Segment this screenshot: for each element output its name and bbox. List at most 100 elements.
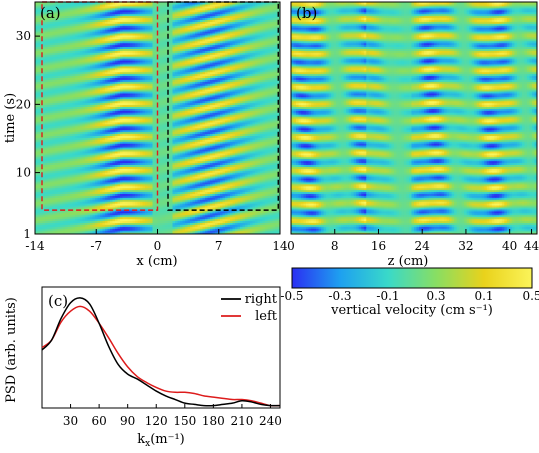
heatmap-a-cell — [110, 102, 114, 106]
heatmap-a-cell — [95, 181, 99, 185]
heatmap-a-cell — [70, 25, 74, 28]
heatmap-a-cell — [82, 203, 86, 206]
heatmap-a-cell — [65, 127, 69, 131]
heatmap-a-cell — [65, 199, 69, 202]
heatmap-a-cell — [62, 177, 66, 181]
heatmap-a-cell — [52, 156, 56, 160]
heatmap-a-cell — [110, 31, 114, 34]
heatmap-a-cell — [60, 77, 64, 80]
heatmap-a-cell — [70, 2, 74, 5]
heatmap-a-cell — [82, 13, 86, 17]
heatmap-a-cell — [100, 172, 104, 175]
heatmap-a-cell — [67, 150, 71, 154]
heatmap-a-cell — [77, 13, 81, 17]
heatmap-a-cell — [35, 85, 39, 88]
heatmap-a-cell — [92, 11, 96, 15]
heatmap-a-cell — [105, 121, 109, 125]
heatmap-a-cell — [85, 150, 89, 154]
heatmap-a-cell — [72, 133, 76, 136]
heatmap-a-cell — [47, 89, 51, 92]
heatmap-a-cell — [37, 19, 41, 22]
heatmap-a-cell — [85, 114, 89, 117]
heatmap-a-cell — [102, 2, 106, 5]
heatmap-a-cell — [37, 98, 41, 102]
heatmap-a-cell — [37, 89, 41, 92]
heatmap-a-cell — [85, 145, 89, 148]
heatmap-a-cell — [80, 168, 84, 171]
heatmap-a-cell — [100, 162, 104, 165]
heatmap-a-cell — [107, 34, 111, 38]
heatmap-a-cell — [112, 100, 116, 104]
heatmap-a-cell — [37, 139, 41, 142]
heatmap-a-cell — [82, 228, 86, 231]
heatmap-a-cell — [115, 112, 119, 115]
heatmap-a-cell — [102, 112, 106, 115]
heatmap-a-cell — [102, 218, 106, 222]
heatmap-a-cell — [50, 69, 54, 73]
heatmap-a-cell — [112, 172, 116, 175]
heatmap-a-cell — [85, 226, 89, 229]
heatmap-a-cell — [57, 220, 61, 223]
heatmap-a-cell — [42, 226, 46, 229]
heatmap-a-cell — [47, 75, 51, 78]
heatmap-a-cell — [55, 147, 59, 150]
heatmap-a-cell — [107, 106, 111, 109]
heatmap-a-cell — [50, 114, 54, 117]
heatmap-a-cell — [60, 220, 64, 223]
heatmap-a-cell — [115, 141, 119, 144]
heatmap-a-cell — [77, 230, 81, 233]
heatmap-a-cell — [85, 212, 89, 216]
heatmap-a-cell — [75, 63, 79, 67]
heatmap-a-cell — [65, 195, 69, 198]
heatmap-a-cell — [95, 3, 99, 7]
heatmap-a-cell — [90, 11, 94, 15]
heatmap-a-cell — [117, 112, 121, 115]
heatmap-a-cell — [65, 168, 69, 171]
heatmap-a-cell — [65, 121, 69, 125]
heatmap-a-cell — [42, 137, 46, 140]
heatmap-a-cell — [97, 32, 101, 36]
heatmap-a-cell — [80, 214, 84, 218]
heatmap-a-cell — [67, 125, 71, 129]
heatmap-a-cell — [70, 187, 74, 191]
heatmap-a-cell — [35, 199, 39, 202]
heatmap-a-cell — [102, 87, 106, 90]
heatmap-a-cell — [112, 75, 116, 78]
heatmap-a-cell — [75, 232, 79, 234]
heatmap-a-cell — [50, 212, 54, 216]
heatmap-a-cell — [42, 119, 46, 123]
heatmap-a-cell — [57, 164, 61, 167]
heatmap-a-cell — [37, 85, 41, 88]
heatmap-a-cell — [40, 185, 44, 189]
heatmap-a-cell — [47, 181, 51, 185]
heatmap-a-cell — [65, 25, 69, 28]
heatmap-a-cell — [112, 177, 116, 181]
heatmap-a-cell — [87, 181, 91, 185]
heatmap-a-cell — [77, 71, 81, 75]
heatmap-a-cell — [50, 81, 54, 84]
heatmap-a-cell — [45, 121, 49, 125]
heatmap-a-cell — [57, 199, 61, 202]
heatmap-a-cell — [50, 27, 54, 30]
heatmap-a-cell — [95, 170, 99, 173]
heatmap-a-cell — [35, 118, 39, 121]
heatmap-a-cell — [55, 112, 59, 115]
heatmap-a-cell — [37, 205, 41, 208]
heatmap-a-cell — [70, 205, 74, 208]
heatmap-a-cell — [37, 77, 41, 80]
heatmap-a-cell — [47, 87, 51, 90]
heatmap-a-cell — [57, 170, 61, 173]
heatmap-a-cell — [105, 50, 109, 53]
heatmap-a-cell — [70, 60, 74, 63]
heatmap-a-cell — [60, 133, 64, 136]
heatmap-a-cell — [92, 102, 96, 106]
heatmap-a-cell — [42, 174, 46, 177]
heatmap-a-cell — [97, 226, 101, 229]
heatmap-a-cell — [82, 156, 86, 160]
heatmap-a-cell — [65, 226, 69, 229]
heatmap-a-cell — [37, 201, 41, 204]
heatmap-a-cell — [97, 224, 101, 227]
heatmap-a-cell — [102, 96, 106, 100]
heatmap-a-cell — [97, 160, 101, 164]
heatmap-a-cell — [82, 143, 86, 146]
